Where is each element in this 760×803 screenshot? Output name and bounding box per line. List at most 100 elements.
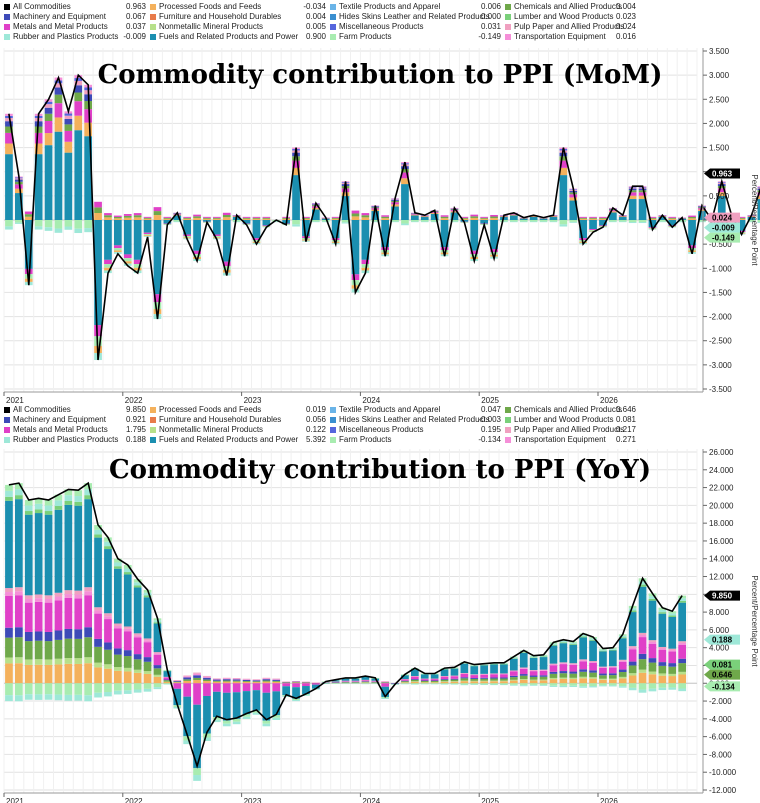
- bar-segment-chemicals-and-allied-products: [262, 217, 271, 219]
- bar-segment-pulp-paper-and-allied-products: [44, 595, 53, 599]
- bar-segment-rubber-and-plastics-products: [401, 223, 409, 226]
- bar-segment-chemicals-and-allied-products: [608, 675, 617, 679]
- bar-segment-metals-and-metal-products: [480, 674, 489, 678]
- bar-segment-rubber-and-plastics-products: [410, 221, 419, 223]
- bar-segment-pulp-paper-and-allied-products: [143, 638, 152, 641]
- bar-segment-chemicals-and-allied-products: [401, 681, 409, 683]
- bar-segment-pulp-paper-and-allied-products: [410, 676, 419, 677]
- bar-segment-pulp-paper-and-allied-products: [490, 673, 498, 674]
- legend-value: -0.003: [478, 415, 501, 424]
- bar-segment-rubber-and-plastics-products: [529, 221, 538, 223]
- bar-segment-fuels-and-related-products-and-power: [361, 220, 370, 260]
- bar-segment-metals-and-metal-products: [490, 248, 498, 253]
- bar-segment-farm-products: [5, 484, 13, 491]
- bar-segment-farm-products: [5, 220, 13, 227]
- bar-segment-metals-and-metal-products: [262, 683, 271, 693]
- bar-segment-machinery-and-equipment: [638, 653, 647, 660]
- bar-segment-processed-foods-and-feeds: [74, 115, 83, 131]
- bar-segment-farm-products: [450, 683, 459, 685]
- bar-segment-fuels-and-related-products-and-power: [698, 211, 706, 220]
- bar-segment-metals-and-metal-products: [222, 212, 231, 216]
- bar-segment-farm-products: [64, 683, 73, 695]
- bar-segment-nonmetallic-mineral-products: [420, 681, 429, 683]
- bar-segment-pulp-paper-and-allied-products: [24, 595, 33, 599]
- bar-segment-farm-products: [203, 733, 211, 738]
- bar-segment-pulp-paper-and-allied-products: [302, 681, 310, 683]
- bar-segment-chemicals-and-allied-products: [628, 190, 637, 193]
- bar-segment-machinery-and-equipment: [440, 679, 449, 680]
- legend-item-transportation-equipment: Transportation Equipment 0.271: [505, 435, 640, 445]
- bar-segment-transportation-equipment: [203, 676, 211, 678]
- bar-segment-nonmetallic-mineral-products: [678, 671, 687, 675]
- x-axis: 2021 2022 2023 2024 2025 2026: [3, 391, 703, 403]
- bar-segment-processed-foods-and-feeds: [331, 218, 340, 220]
- bar-segment-machinery-and-equipment: [123, 650, 132, 657]
- bar-segment-pulp-paper-and-allied-products: [222, 677, 231, 679]
- legend-value: 0.006: [480, 2, 501, 11]
- bar-segment-machinery-and-equipment: [173, 680, 182, 682]
- bar-segment-fuels-and-related-products-and-power: [430, 674, 439, 679]
- bar-segment-fuels-and-related-products-and-power: [64, 504, 73, 591]
- end-label-flag: [704, 168, 740, 179]
- legend-label: Chemicals and Allied Products: [514, 2, 623, 11]
- bar-segment-metals-and-metal-products: [569, 664, 578, 672]
- end-label-text: 9.850: [712, 592, 733, 601]
- legend-label: Transportation Equipment: [514, 435, 606, 444]
- bar-segment-lumber-and-wood-products: [638, 584, 647, 587]
- bar-segment-machinery-and-equipment: [74, 629, 83, 639]
- bar-segment-metals-and-metal-products: [44, 121, 53, 134]
- bar-segment-pulp-paper-and-allied-products: [371, 680, 380, 682]
- bar-segment-rubber-and-plastics-products: [420, 683, 429, 685]
- bar-segment-lumber-and-wood-products: [410, 669, 419, 670]
- bar-segment-fuels-and-related-products-and-power: [222, 692, 231, 721]
- bar-segment-processed-foods-and-feeds: [252, 682, 261, 684]
- bar-segment-pulp-paper-and-allied-products: [153, 652, 162, 654]
- bar-segment-pulp-paper-and-allied-products: [470, 674, 479, 675]
- bar-segment-machinery-and-equipment: [64, 118, 73, 125]
- bar-segment-metals-and-metal-products: [361, 680, 370, 682]
- bar-segment-farm-products: [569, 683, 578, 686]
- bar-segment-metals-and-metal-products: [14, 595, 23, 628]
- bar-segment-machinery-and-equipment: [559, 152, 568, 157]
- bar-segment-farm-products: [638, 220, 647, 223]
- bar-segment-farm-products: [341, 683, 350, 684]
- bar-segment-transportation-equipment: [549, 664, 558, 666]
- bar-segment-pulp-paper-and-allied-products: [104, 613, 112, 617]
- bar-segment-farm-products: [381, 250, 390, 253]
- bar-segment-lumber-and-wood-products: [143, 595, 152, 598]
- x-tick-label: 2021: [6, 396, 24, 403]
- legend-label: Chemicals and Allied Products: [514, 405, 623, 414]
- bar-segment-rubber-and-plastics-products: [668, 613, 677, 616]
- y-tick-label: -2.000: [709, 697, 732, 706]
- bar-segment-farm-products: [658, 683, 667, 688]
- bar-segment-farm-products: [440, 250, 449, 253]
- bar-segment-machinery-and-equipment: [599, 673, 607, 676]
- bar-segment-metals-and-metal-products: [143, 216, 152, 218]
- bar-segment-processed-foods-and-feeds: [104, 267, 112, 271]
- legend-label: Metals and Metal Products: [13, 425, 108, 434]
- bar-segment-rubber-and-plastics-products: [579, 634, 588, 637]
- legend-value: 0.016: [615, 32, 636, 41]
- legend-swatch: [505, 417, 511, 423]
- bar-segment-rubber-and-plastics-products: [54, 228, 63, 233]
- bar-segment-processed-foods-and-feeds: [34, 664, 43, 684]
- legend-item-machinery-and-equipment: Machinery and Equipment 0.921: [4, 415, 150, 425]
- bar-segment-rubber-and-plastics-products: [509, 684, 518, 686]
- bar-segment-rubber-and-plastics-products: [262, 723, 271, 727]
- bar-segment-chemicals-and-allied-products: [529, 676, 538, 680]
- bar-segment-metals-and-metal-products: [44, 602, 53, 632]
- bar-segment-processed-foods-and-feeds: [153, 309, 162, 315]
- bar-segment-chemicals-and-allied-products: [222, 680, 231, 682]
- bar-segment-metals-and-metal-products: [24, 602, 33, 632]
- bar-segment-rubber-and-plastics-products: [608, 221, 617, 223]
- bar-segment-metals-and-metal-products: [529, 671, 538, 676]
- bar-segment-lumber-and-wood-products: [648, 598, 657, 601]
- bar-segment-farm-products: [410, 220, 419, 222]
- bar-segment-chemicals-and-allied-products: [282, 682, 291, 683]
- bar-segment-metals-and-metal-products: [668, 651, 677, 664]
- bar-segment-pulp-paper-and-allied-products: [54, 83, 63, 88]
- legend-swatch: [150, 14, 156, 20]
- legend-label: Miscellaneous Products: [339, 425, 424, 434]
- bar-segment-farm-products: [212, 717, 221, 720]
- bar-segment-processed-foods-and-feeds: [64, 141, 73, 153]
